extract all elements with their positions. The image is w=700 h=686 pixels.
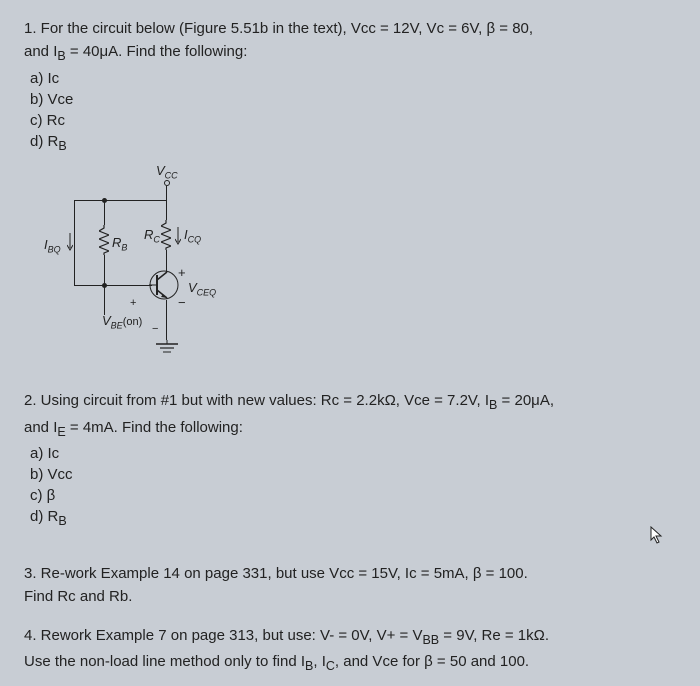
node	[102, 198, 107, 203]
icq-label: ICQ	[184, 227, 201, 245]
vceq-label: VCEQ	[188, 280, 216, 298]
transistor	[149, 267, 179, 303]
wire	[74, 260, 75, 285]
problem-1-b: b) Vce	[30, 89, 676, 110]
rc-label: RC	[144, 227, 160, 245]
minus-sign: −	[178, 295, 186, 310]
problem-2-c: c) β	[30, 485, 676, 506]
problem-1-line1: 1. For the circuit below (Figure 5.51b i…	[24, 18, 676, 39]
rc-resistor	[161, 220, 171, 250]
problem-3-line1: 3. Re-work Example 14 on page 331, but u…	[24, 563, 676, 584]
problem-1-line2: and IB = 40μA. Find the following:	[24, 41, 676, 66]
problem-3: 3. Re-work Example 14 on page 331, but u…	[24, 563, 676, 607]
problem-4-line2: Use the non-load line method only to fin…	[24, 651, 676, 676]
wire	[166, 186, 167, 200]
ibq-label: IBQ	[44, 237, 61, 255]
problem-2-line1: 2. Using circuit from #1 but with new va…	[24, 390, 676, 415]
ground-symbol	[156, 340, 178, 360]
vcc-label: VCC	[156, 163, 178, 181]
problem-3-line2: Find Rc and Rb.	[24, 586, 676, 607]
cursor-icon	[650, 526, 664, 548]
problem-4-line1: 4. Rework Example 7 on page 313, but use…	[24, 625, 676, 650]
wire	[74, 200, 75, 260]
vbe-label: VBE(on)	[102, 313, 142, 331]
problem-2-b: b) Vcc	[30, 464, 676, 485]
vcc-terminal	[164, 180, 170, 186]
plus-base: +	[130, 297, 136, 309]
wire	[74, 285, 152, 286]
icq-arrow	[175, 227, 181, 247]
problem-2-d: d) RB	[30, 506, 676, 531]
circuit-diagram: VCC IBQ RB RC ICQ +	[74, 175, 274, 365]
wire	[104, 255, 105, 285]
problem-1-d: d) RB	[30, 131, 676, 156]
problem-1: 1. For the circuit below (Figure 5.51b i…	[24, 18, 676, 155]
problem-1-a: a) Ic	[30, 68, 676, 89]
wire	[104, 285, 105, 315]
problem-2: 2. Using circuit from #1 but with new va…	[24, 390, 676, 531]
rb-label: RB	[112, 235, 127, 253]
plus-sign: +	[178, 265, 186, 280]
wire	[166, 200, 167, 220]
wire	[74, 200, 167, 201]
problem-2-line2: and IE = 4mA. Find the following:	[24, 417, 676, 442]
ibq-arrow	[67, 233, 73, 253]
problem-1-c: c) Rc	[30, 110, 676, 131]
wire	[166, 300, 167, 340]
wire	[104, 200, 105, 225]
problem-2-a: a) Ic	[30, 443, 676, 464]
minus-base: −	[152, 323, 158, 335]
problem-4: 4. Rework Example 7 on page 313, but use…	[24, 625, 676, 676]
rb-resistor	[99, 225, 109, 255]
